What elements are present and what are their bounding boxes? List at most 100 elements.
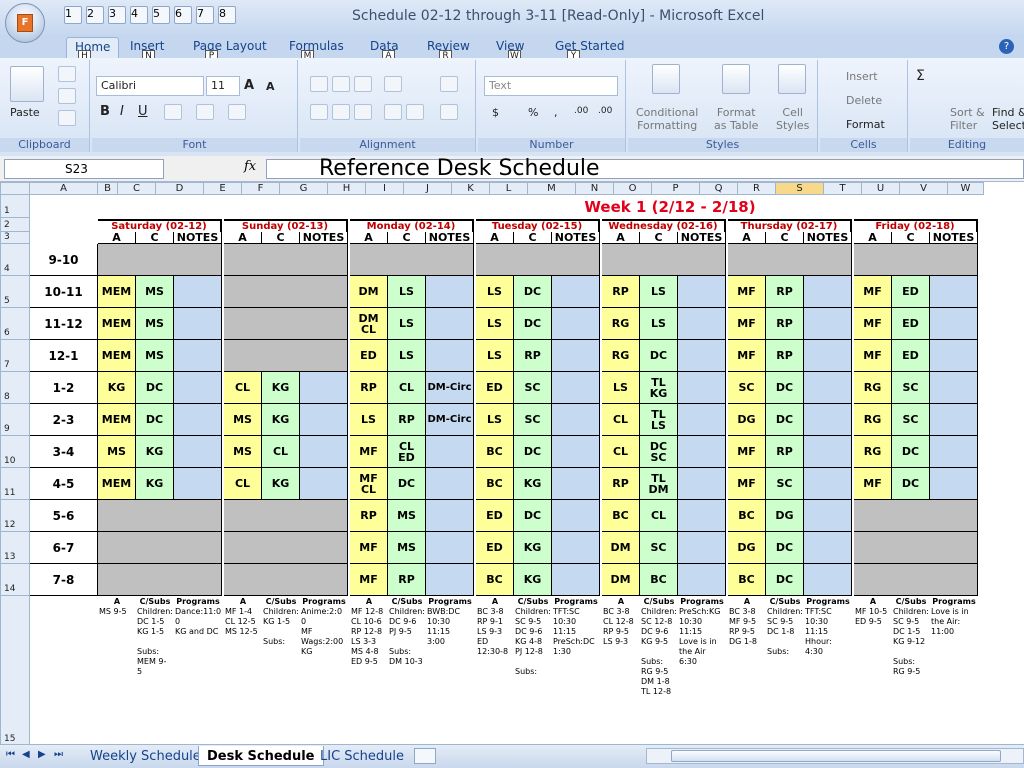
schedule-cell[interactable] xyxy=(552,436,600,468)
column-header[interactable]: D xyxy=(156,182,204,195)
schedule-cell[interactable]: LS xyxy=(388,308,426,340)
schedule-cell[interactable] xyxy=(930,372,978,404)
sheet-tab-lic-schedule[interactable]: LIC Schedule xyxy=(320,749,405,764)
schedule-cell[interactable]: MEM xyxy=(98,340,136,372)
schedule-cell[interactable] xyxy=(426,308,474,340)
schedule-cell[interactable]: DC SC xyxy=(640,436,678,468)
schedule-cell[interactable] xyxy=(552,564,600,596)
column-header[interactable]: V xyxy=(900,182,948,195)
quick-access-button[interactable]: 7 xyxy=(196,6,214,24)
row-header[interactable]: 2 xyxy=(0,218,30,232)
schedule-cell[interactable]: DC xyxy=(892,436,930,468)
tab-formulas[interactable]: Formulas xyxy=(289,39,344,53)
schedule-cell[interactable]: DG xyxy=(728,404,766,436)
schedule-cell[interactable]: DM xyxy=(602,564,640,596)
schedule-cell[interactable]: SC xyxy=(892,404,930,436)
schedule-cell[interactable]: ED xyxy=(892,340,930,372)
quick-access-button[interactable]: 8 xyxy=(218,6,236,24)
cell-styles-icon[interactable] xyxy=(778,64,806,94)
quick-access-button[interactable]: 2 xyxy=(86,6,104,24)
prev-sheet-icon[interactable]: ◀ xyxy=(22,749,30,760)
insert-function-button[interactable]: fx xyxy=(244,159,257,174)
schedule-cell[interactable]: SC xyxy=(514,404,552,436)
format-cells-button[interactable]: Format xyxy=(846,118,885,131)
column-header[interactable]: F xyxy=(242,182,280,195)
schedule-cell[interactable] xyxy=(804,372,852,404)
schedule-cell[interactable]: DC xyxy=(514,500,552,532)
schedule-cell[interactable] xyxy=(426,564,474,596)
sheet-tab-desk-schedule[interactable]: Desk Schedule xyxy=(198,746,324,766)
schedule-cell[interactable]: MS xyxy=(98,436,136,468)
column-header[interactable]: M xyxy=(528,182,576,195)
insert-cells-button[interactable]: Insert xyxy=(846,70,878,83)
schedule-cell[interactable]: RG xyxy=(854,372,892,404)
schedule-cell[interactable]: ED xyxy=(892,276,930,308)
schedule-cell[interactable]: SC xyxy=(640,532,678,564)
tab-insert[interactable]: Insert xyxy=(130,39,165,53)
schedule-cell[interactable]: SC xyxy=(514,372,552,404)
schedule-cell[interactable] xyxy=(930,404,978,436)
quick-access-button[interactable]: 6 xyxy=(174,6,192,24)
schedule-cell[interactable]: LS xyxy=(602,372,640,404)
grow-font-button[interactable]: A xyxy=(244,78,255,93)
worksheet-grid[interactable]: A B C D E F G H I J K L M N O P Q R S T U V W 1 2 3 4 5 6 7 8 9 10 11 12 13… xyxy=(0,182,1024,744)
schedule-cell[interactable]: DC xyxy=(766,372,804,404)
row-header[interactable]: 15 xyxy=(0,596,30,744)
column-header[interactable]: L xyxy=(490,182,528,195)
schedule-cell[interactable]: MEM xyxy=(98,468,136,500)
sort-filter-button[interactable]: Sort & Filter xyxy=(950,106,985,132)
schedule-cell[interactable] xyxy=(174,468,222,500)
row-header[interactable]: 4 xyxy=(0,244,30,276)
schedule-cell[interactable]: KG xyxy=(262,468,300,500)
orientation-icon[interactable] xyxy=(384,76,402,92)
schedule-cell[interactable] xyxy=(678,468,726,500)
row-header[interactable]: 8 xyxy=(0,372,30,404)
schedule-cell[interactable]: CL xyxy=(602,404,640,436)
schedule-cell[interactable] xyxy=(804,436,852,468)
schedule-cell[interactable] xyxy=(678,276,726,308)
schedule-cell[interactable]: ED xyxy=(476,500,514,532)
schedule-cell[interactable]: SC xyxy=(728,372,766,404)
insert-sheet-icon[interactable] xyxy=(414,748,436,764)
schedule-cell[interactable]: RP xyxy=(350,372,388,404)
schedule-cell[interactable]: MF xyxy=(854,340,892,372)
schedule-cell[interactable] xyxy=(552,532,600,564)
comma-button[interactable]: , xyxy=(554,106,558,119)
quick-access-button[interactable]: 3 xyxy=(108,6,126,24)
schedule-cell[interactable]: SC xyxy=(892,372,930,404)
schedule-cell[interactable]: MF xyxy=(854,468,892,500)
schedule-cell[interactable]: TL KG xyxy=(640,372,678,404)
schedule-cell[interactable]: DM xyxy=(602,532,640,564)
quick-access-button[interactable]: 4 xyxy=(130,6,148,24)
schedule-cell[interactable]: DC xyxy=(514,308,552,340)
row-header[interactable]: 1 xyxy=(0,195,30,218)
paste-icon[interactable] xyxy=(10,66,44,102)
schedule-cell[interactable] xyxy=(930,468,978,500)
column-header[interactable]: J xyxy=(404,182,452,195)
schedule-cell[interactable] xyxy=(174,404,222,436)
schedule-cell[interactable]: DG xyxy=(766,500,804,532)
schedule-cell[interactable]: RG xyxy=(602,308,640,340)
schedule-cell[interactable] xyxy=(300,372,348,404)
schedule-cell[interactable]: CL xyxy=(388,372,426,404)
schedule-cell[interactable]: LS xyxy=(640,276,678,308)
schedule-cell[interactable] xyxy=(552,276,600,308)
schedule-cell[interactable] xyxy=(552,308,600,340)
schedule-cell[interactable]: MS xyxy=(388,532,426,564)
schedule-cell[interactable]: RP xyxy=(602,276,640,308)
align-left-icon[interactable] xyxy=(310,104,328,120)
schedule-cell[interactable]: SC xyxy=(766,468,804,500)
schedule-cell[interactable]: MS xyxy=(136,276,174,308)
schedule-cell[interactable] xyxy=(678,500,726,532)
schedule-cell[interactable]: MF xyxy=(728,308,766,340)
schedule-cell[interactable] xyxy=(678,340,726,372)
schedule-cell[interactable]: MEM xyxy=(98,276,136,308)
increase-indent-icon[interactable] xyxy=(406,104,424,120)
row-header[interactable]: 14 xyxy=(0,564,30,596)
schedule-cell[interactable] xyxy=(552,500,600,532)
column-header[interactable]: O xyxy=(614,182,652,195)
schedule-cell[interactable] xyxy=(552,372,600,404)
column-header[interactable]: T xyxy=(824,182,862,195)
schedule-cell[interactable]: KG xyxy=(514,564,552,596)
schedule-cell[interactable]: RP xyxy=(766,436,804,468)
